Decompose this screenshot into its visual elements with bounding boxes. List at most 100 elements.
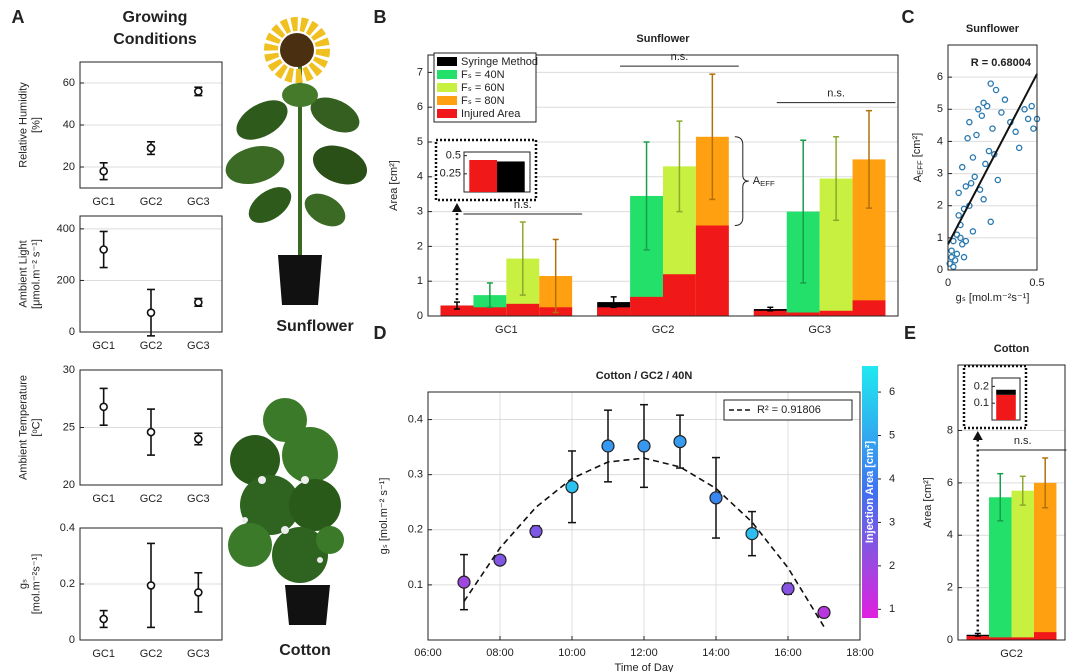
annotation: n.s. bbox=[671, 51, 689, 63]
injured-bar bbox=[1033, 632, 1057, 640]
photo-caption: Sunflower bbox=[276, 318, 353, 335]
y-tick-label: 8 bbox=[947, 424, 953, 436]
chart-title: Cotton / GC2 / 40N bbox=[596, 370, 693, 382]
x-tick-label: GC2 bbox=[140, 648, 163, 660]
x-tick-label: 18:00 bbox=[846, 647, 874, 659]
heading: Growing bbox=[123, 9, 188, 26]
legend-label: Fₛ = 40N bbox=[461, 69, 505, 81]
panel-label: B bbox=[374, 7, 387, 27]
data-point bbox=[637, 439, 651, 453]
data-point bbox=[194, 298, 203, 307]
data-point bbox=[781, 582, 795, 596]
plot-frame bbox=[427, 54, 899, 317]
data-point bbox=[960, 253, 968, 261]
injured-bar bbox=[852, 300, 886, 316]
y-axis-label-line: [mol.m⁻²s⁻¹] bbox=[31, 554, 43, 615]
data-point bbox=[948, 253, 955, 261]
y-tick-label: 0.2 bbox=[60, 578, 75, 590]
annotation: n.s. bbox=[514, 199, 532, 211]
y-axis-label-line: [μmol.m⁻² s⁻¹] bbox=[31, 239, 43, 309]
data-point bbox=[980, 99, 987, 107]
y-tick-label: 25 bbox=[63, 421, 75, 433]
inset-tick-label: 0.5 bbox=[446, 150, 461, 162]
x-axis-label: Time of Day bbox=[615, 662, 674, 672]
injured-bar bbox=[966, 636, 990, 640]
y-tick-label: 0.3 bbox=[408, 469, 423, 481]
data-point bbox=[987, 80, 994, 87]
data-point bbox=[565, 480, 579, 494]
y-tick-label: 5 bbox=[937, 103, 943, 115]
data-point bbox=[817, 605, 831, 620]
x-tick-label: GC3 bbox=[187, 340, 210, 352]
y-tick-label: 2 bbox=[937, 200, 943, 212]
legend-label: Fₛ = 80N bbox=[461, 95, 505, 107]
legend-label: Injured Area bbox=[461, 108, 521, 120]
y-axis-label: AEFF [cm²] bbox=[911, 133, 925, 182]
colorbar bbox=[862, 366, 878, 618]
data-point bbox=[957, 234, 964, 242]
y-tick-label: 1 bbox=[937, 232, 943, 244]
legend-label: Syringe Method bbox=[461, 56, 538, 68]
legend-swatch bbox=[437, 96, 457, 105]
injured-bar bbox=[597, 307, 631, 316]
y-tick-label: 0 bbox=[937, 264, 943, 276]
annotation-base: A bbox=[753, 175, 761, 187]
data-point bbox=[971, 173, 978, 181]
x-tick-label: 08:00 bbox=[486, 647, 514, 659]
y-tick-label: 30 bbox=[63, 364, 75, 376]
y-axis-label-line: Ambient Temperature bbox=[17, 375, 29, 480]
data-point bbox=[601, 439, 615, 453]
legend-label: R² = 0.91806 bbox=[757, 404, 821, 416]
y-tick-label: 1 bbox=[417, 275, 423, 287]
injured-bar bbox=[663, 274, 696, 316]
data-point bbox=[1021, 106, 1028, 113]
annotation-sub: EFF bbox=[760, 179, 775, 188]
data-point bbox=[1015, 144, 1023, 152]
heading: Conditions bbox=[113, 31, 197, 48]
y-axis-label: Area [cm²] bbox=[388, 160, 400, 211]
data-point bbox=[967, 179, 975, 187]
data-point bbox=[1024, 115, 1032, 123]
y-tick-label: 6 bbox=[947, 477, 953, 489]
data-point bbox=[966, 118, 973, 126]
colorbar-tick-label: 4 bbox=[889, 473, 895, 485]
y-axis-label: gₛ [mol.m⁻² s⁻¹] bbox=[378, 478, 390, 555]
bar bbox=[989, 497, 1012, 640]
data-point bbox=[1028, 102, 1035, 110]
y-tick-label: 4 bbox=[947, 529, 953, 541]
colorbar-tick-label: 5 bbox=[889, 429, 895, 441]
data-point bbox=[948, 247, 955, 254]
data-point bbox=[99, 245, 108, 254]
injured-bar bbox=[753, 310, 787, 316]
arrow-head bbox=[451, 203, 462, 212]
injured-bar bbox=[695, 225, 729, 316]
data-point bbox=[975, 106, 982, 113]
y-axis-label: Area [cm²] bbox=[922, 477, 934, 528]
injured-bar bbox=[473, 307, 507, 316]
chart-title: Sunflower bbox=[636, 33, 690, 45]
x-tick-label: 12:00 bbox=[630, 647, 658, 659]
x-axis-label: gₛ [mol.m⁻²s⁻¹] bbox=[956, 292, 1030, 304]
legend-label: Fₛ = 60N bbox=[461, 82, 505, 94]
y-tick-label: 40 bbox=[63, 119, 75, 131]
y-tick-label: 0 bbox=[417, 310, 423, 322]
y-axis-label-line: gₛ bbox=[17, 579, 29, 589]
legend-swatch bbox=[437, 83, 457, 92]
annotation: R = 0.68004 bbox=[971, 57, 1032, 69]
legend-box bbox=[723, 399, 853, 421]
data-point bbox=[946, 260, 954, 267]
injured-bar bbox=[989, 637, 1012, 640]
plot-frame bbox=[79, 61, 223, 189]
colorbar-label: Injection Area [cm²] bbox=[864, 441, 876, 544]
injured-bar bbox=[630, 296, 663, 316]
arrow-head bbox=[972, 431, 983, 440]
data-point bbox=[951, 257, 959, 264]
data-point bbox=[978, 112, 986, 119]
data-point bbox=[745, 527, 759, 541]
y-axis-label-sub: EFF bbox=[916, 160, 925, 175]
y-axis-label-unit: [cm²] bbox=[911, 133, 923, 161]
data-point bbox=[146, 308, 156, 317]
annotation: n.s. bbox=[827, 88, 845, 100]
data-point bbox=[980, 196, 987, 203]
data-point bbox=[1001, 96, 1009, 103]
